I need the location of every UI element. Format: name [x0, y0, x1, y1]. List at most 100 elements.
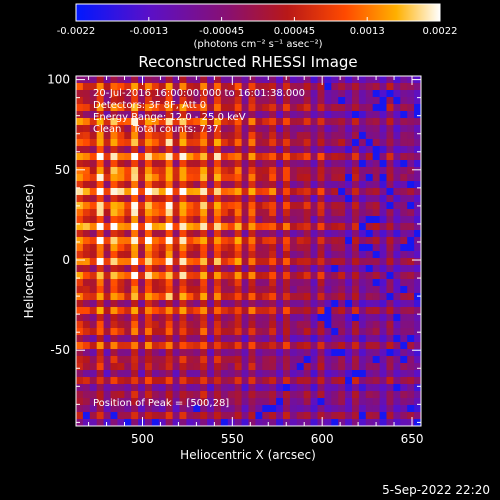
- heatmap-cell: [379, 216, 387, 224]
- heatmap-cell: [338, 356, 346, 364]
- heatmap-cell: [324, 342, 332, 350]
- heatmap-cell: [103, 405, 111, 413]
- heatmap-cell: [296, 398, 305, 406]
- heatmap-cell: [172, 251, 180, 259]
- heatmap-cell: [324, 328, 332, 336]
- heatmap-cell: [358, 160, 367, 168]
- heatmap-cell: [89, 202, 98, 210]
- heatmap-cell: [414, 97, 421, 105]
- heatmap-cell: [131, 90, 139, 98]
- heatmap-cell: [138, 195, 146, 203]
- heatmap-cell: [186, 230, 194, 238]
- heatmap-cell: [158, 209, 167, 217]
- heatmap-cell: [117, 321, 125, 329]
- heatmap-cell: [400, 272, 408, 280]
- heatmap-cell: [338, 272, 346, 280]
- heatmap-cell: [241, 202, 249, 210]
- heatmap-cell: [372, 307, 380, 315]
- heatmap-cell: [379, 265, 387, 273]
- heatmap-cell: [365, 139, 374, 147]
- heatmap-cell: [76, 363, 84, 371]
- heatmap-cell: [345, 356, 353, 364]
- heatmap-cell: [296, 286, 305, 294]
- heatmap-cell: [414, 188, 421, 196]
- heatmap-cell: [379, 314, 387, 322]
- heatmap-cell: [283, 314, 291, 322]
- heatmap-cell: [89, 167, 98, 175]
- heatmap-cell: [303, 181, 311, 189]
- heatmap-cell: [400, 398, 408, 406]
- heatmap-cell: [283, 83, 291, 91]
- heatmap-cell: [110, 328, 118, 336]
- heatmap-cell: [158, 216, 167, 224]
- heatmap-cell: [227, 321, 236, 329]
- heatmap-cell: [96, 230, 104, 238]
- heatmap-cell: [179, 314, 187, 322]
- heatmap-cell: [414, 391, 421, 399]
- heatmap-cell: [89, 265, 98, 273]
- heatmap-cell: [414, 272, 421, 280]
- heatmap-cell: [255, 167, 263, 175]
- heatmap-cell: [269, 251, 277, 259]
- heatmap-cell: [407, 314, 415, 322]
- heatmap-cell: [234, 328, 242, 336]
- heatmap-cell: [89, 272, 98, 280]
- heatmap-cell: [117, 118, 125, 126]
- heatmap-cell: [131, 160, 139, 168]
- heatmap-cell: [338, 76, 346, 84]
- heatmap-cell: [324, 237, 332, 245]
- heatmap-cell: [158, 104, 167, 112]
- heatmap-cell: [276, 167, 284, 175]
- heatmap-cell: [186, 125, 194, 133]
- heatmap-cell: [186, 405, 194, 413]
- heatmap-cell: [145, 405, 153, 413]
- heatmap-cell: [345, 307, 353, 315]
- heatmap-cell: [138, 237, 146, 245]
- heatmap-cell: [76, 384, 84, 392]
- heatmap-cell: [124, 181, 132, 189]
- heatmap-cell: [103, 76, 111, 84]
- heatmap-cell: [310, 377, 318, 385]
- heatmap-cell: [186, 160, 194, 168]
- heatmap-cell: [358, 244, 367, 252]
- heatmap-cell: [186, 223, 194, 231]
- heatmap-cell: [317, 300, 325, 308]
- heatmap-cell: [207, 307, 215, 315]
- heatmap-cell: [96, 265, 104, 273]
- heatmap-cell: [296, 223, 305, 231]
- heatmap-cell: [145, 300, 153, 308]
- heatmap-cell: [179, 349, 187, 357]
- heatmap-cell: [324, 216, 332, 224]
- annotation-method: Clean: [93, 124, 121, 135]
- heatmap-cell: [82, 174, 91, 182]
- heatmap-cell: [234, 363, 242, 371]
- heatmap-cell: [379, 188, 387, 196]
- heatmap-cell: [269, 188, 277, 196]
- heatmap-cell: [234, 349, 242, 357]
- heatmap-cell: [186, 244, 194, 252]
- heatmap-cell: [379, 258, 387, 266]
- heatmap-cell: [82, 328, 91, 336]
- y-tick-label: 0: [62, 253, 70, 267]
- heatmap-cell: [110, 419, 118, 426]
- heatmap-cell: [165, 146, 173, 154]
- heatmap-cell: [207, 209, 215, 217]
- heatmap-cell: [227, 265, 236, 273]
- heatmap-cell: [214, 356, 222, 364]
- heatmap-cell: [386, 181, 394, 189]
- heatmap-cell: [283, 251, 291, 259]
- heatmap-cell: [193, 209, 201, 217]
- heatmap-cell: [331, 104, 339, 112]
- heatmap-cell: [372, 90, 380, 98]
- heatmap-cell: [331, 335, 339, 343]
- heatmap-cell: [214, 97, 222, 105]
- heatmap-cell: [151, 258, 160, 266]
- heatmap-cell: [186, 419, 194, 426]
- heatmap-cell: [158, 412, 167, 420]
- heatmap-cell: [372, 335, 380, 343]
- heatmap-cell: [131, 279, 139, 287]
- heatmap-cell: [151, 209, 160, 217]
- heatmap-cell: [276, 139, 284, 147]
- heatmap-cell: [151, 237, 160, 245]
- heatmap-cell: [186, 363, 194, 371]
